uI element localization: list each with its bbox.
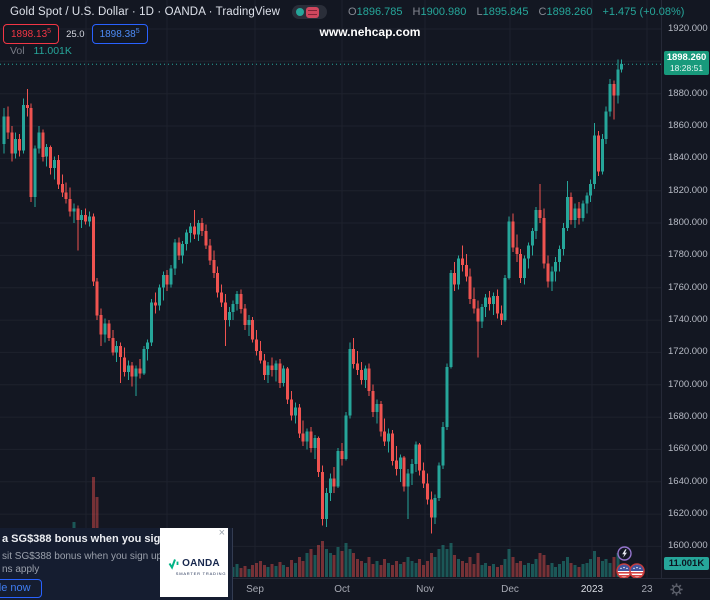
watermark-text: www.nehcap.com	[319, 25, 421, 39]
last-price-badge[interactable]: 1898.260 18:28:51	[664, 51, 709, 76]
buy-sell-row: 1898.135 25.0 1898.385	[3, 24, 148, 44]
price-axis-label: 1600.000	[668, 540, 708, 552]
chart-legend-row: Gold Spot / U.S. Dollar · 1D · OANDA · T…	[10, 4, 684, 20]
price-axis-label: 1660.000	[668, 443, 708, 455]
time-axis-label: 2023	[580, 584, 604, 595]
high-value: 1900.980	[420, 6, 467, 18]
price-axis-label: 1760.000	[668, 281, 708, 293]
price-axis-label: 1800.000	[668, 217, 708, 229]
oanda-logo-subtext: SMARTER TRADING	[175, 570, 227, 576]
change-value: +1.475 (+0.08%)	[602, 6, 685, 18]
price-axis-label: 1640.000	[668, 475, 708, 487]
volume-label: Vol	[10, 45, 25, 57]
ad-logo-card[interactable]: × OANDA SMARTER TRADING	[160, 528, 228, 597]
volume-axis-badge: 11.001K	[664, 557, 709, 570]
price-axis-label: 1920.000	[668, 23, 708, 34]
spread-value: 25.0	[66, 28, 85, 40]
buy-button[interactable]: 1898.385	[91, 24, 148, 44]
legend-visibility-pill[interactable]	[292, 5, 328, 19]
price-axis-label: 1620.000	[668, 508, 708, 520]
close-label: C	[538, 6, 547, 18]
us-flag-event-icon-2[interactable]	[629, 563, 645, 584]
volume-legend: Vol 11.001K	[10, 45, 72, 57]
price-axis[interactable]: 1898.260 18:28:51 11.001K 1920.000 1880.0…	[661, 0, 710, 578]
eye-toggle-icon[interactable]	[296, 8, 305, 16]
ad-trade-now-button[interactable]: ade now	[0, 579, 42, 598]
economic-event-lightning-icon[interactable]	[617, 546, 632, 566]
price-axis-label: 1700.000	[668, 378, 708, 390]
ad-close-icon[interactable]: ×	[218, 528, 225, 539]
time-axis-label: Dec	[501, 584, 519, 595]
price-axis-label: 1860.000	[668, 120, 708, 132]
candlestick-chart-canvas[interactable]	[0, 0, 661, 578]
price-axis-label: 1840.000	[668, 152, 708, 164]
settings-toggle-icon[interactable]	[306, 6, 320, 18]
ad-body: sit SG$388 bonus when you sign up.	[2, 551, 165, 562]
price-axis-label: 1680.000	[668, 411, 708, 423]
low-value: 1895.845	[482, 6, 529, 18]
close-value: 1898.260	[546, 6, 593, 18]
low-label: L	[476, 6, 483, 18]
time-axis-label: Nov	[416, 584, 434, 595]
time-axis-label: 23	[641, 584, 653, 595]
volume-value: 11.001K	[33, 45, 72, 57]
ohlc-readout: O1896.785 H1900.980 L1895.845 C1898.260 …	[341, 6, 684, 18]
high-label: H	[412, 6, 421, 18]
oanda-logo-text: OANDA	[182, 557, 220, 569]
price-axis-label: 1880.000	[668, 87, 708, 99]
axis-settings-gear-icon[interactable]	[670, 583, 683, 600]
time-axis-label: Oct	[334, 584, 350, 595]
price-axis-label: 1820.000	[668, 184, 708, 196]
price-axis-label: 1780.000	[668, 249, 708, 261]
open-value: 1896.785	[356, 6, 403, 18]
ad-title: a SG$388 bonus when you sign up.	[2, 533, 187, 545]
bar-countdown: 18:28:51	[669, 63, 704, 74]
time-axis-label: Sep	[246, 584, 264, 595]
last-price-value: 1898.260	[666, 52, 707, 64]
open-label: O	[348, 6, 357, 18]
ad-terms: ns apply	[2, 564, 40, 575]
ad-banner: a SG$388 bonus when you sign up. sit SG$…	[0, 528, 233, 600]
sell-button[interactable]: 1898.135	[3, 24, 60, 44]
oanda-logo-icon	[168, 558, 179, 570]
price-axis-label: 1720.000	[668, 346, 708, 358]
symbol-title[interactable]: Gold Spot / U.S. Dollar · 1D · OANDA · T…	[10, 6, 281, 18]
price-axis-label: 1740.000	[668, 314, 708, 326]
